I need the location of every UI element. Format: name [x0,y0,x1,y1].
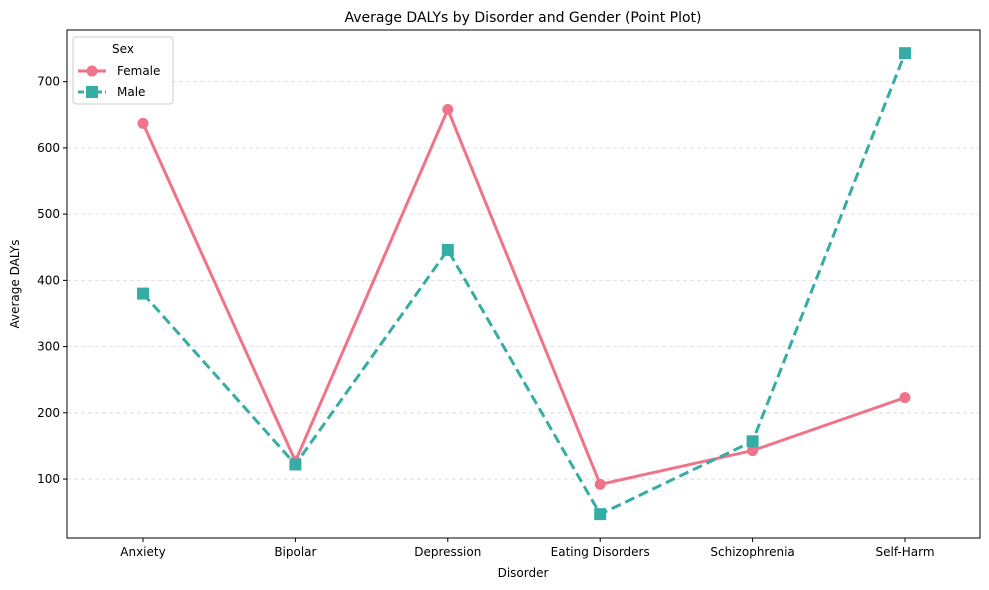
series-male [137,47,911,521]
plot-frame [66,29,981,539]
x-tick-label: Anxiety [120,545,165,559]
legend-marker [86,86,98,98]
x-tick-label: Eating Disorders [551,545,650,559]
data-point [594,508,607,521]
y-tick-label: 700 [37,75,60,89]
legend-item-male: Male [78,85,145,99]
legend-label: Female [117,64,160,78]
data-point [899,47,911,60]
x-axis-ticks: Anxiety Bipolar Depression Eating Disorders… [120,538,935,559]
x-tick-label: Schizophrenia [710,545,794,559]
x-tick-label: Depression [414,545,481,559]
legend-marker [86,65,98,77]
y-tick-label: 600 [37,141,60,155]
legend-items: Female Male [78,64,160,99]
data-point [747,445,759,457]
data-point [442,103,454,115]
legend-label: Male [117,85,145,99]
y-tick-label: 400 [37,273,60,287]
x-tick-label: Self-Harm [875,545,934,559]
chart-title: Average DALYs by Disorder and Gender (Po… [344,10,701,26]
y-axis-label: Average DALYs [8,239,22,328]
y-tick-label: 500 [37,207,60,221]
series-line-female [141,107,906,486]
y-axis-ticks: 100 200 300 400 500 600 700 [37,75,67,486]
y-tick-label: 100 [37,472,60,486]
legend-title: Sex [112,42,134,56]
series-layer [137,47,911,521]
y-tick-label: 200 [37,406,60,420]
data-point [137,117,149,129]
data-point [594,478,606,490]
grid-lines [67,81,980,480]
x-axis-label: Disorder [498,566,549,580]
data-point [746,435,759,448]
x-tick-label: Bipolar [274,545,316,559]
legend: Sex Female Male [72,36,174,105]
series-female [137,103,911,490]
data-point [137,287,149,300]
data-point [289,458,302,471]
series-line-male [141,52,907,516]
y-tick-label: 300 [37,340,60,354]
legend-item-female: Female [78,64,160,78]
data-point [441,243,454,256]
data-point [899,392,911,404]
